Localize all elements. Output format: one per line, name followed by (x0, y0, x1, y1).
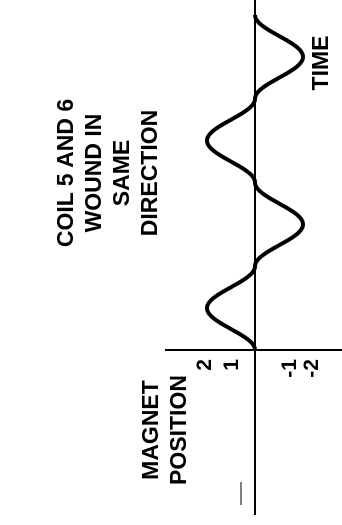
x-axis-label: TIME (307, 36, 333, 91)
series-line (204, 14, 306, 351)
chart-title-line-2: WOUND IN (80, 114, 106, 233)
chart-title-line-3: SAME (108, 140, 134, 206)
chart-title-line-4: DIRECTION (136, 110, 162, 237)
chart-title-line-1: COIL 5 AND 6 (52, 99, 78, 247)
y-tick-label: -2 (300, 359, 323, 378)
y-tick-label: 1 (220, 359, 243, 371)
y-tick-label: -1 (278, 359, 301, 378)
y-tick-label: 2 (193, 359, 216, 371)
y-axis-label-line-2: POSITION (165, 375, 191, 485)
y-axis-label-line-1: MAGNET (137, 380, 163, 480)
